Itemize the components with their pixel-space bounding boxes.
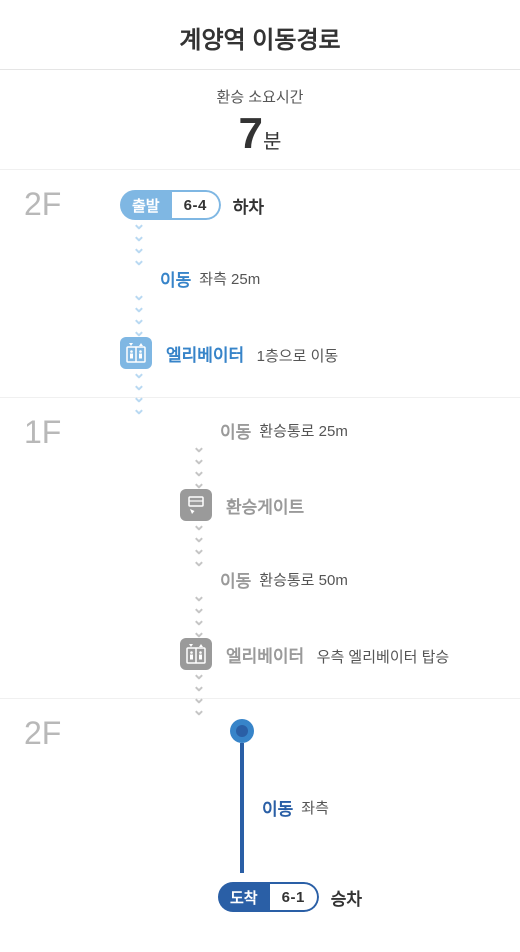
step-label: 엘리베이터 [226,647,304,666]
route-connector: ⌄⌄⌄⌄ [192,521,206,567]
route-connector: ⌄⌄⌄⌄ [192,592,206,638]
elevator-icon [180,638,212,670]
floor-section: 2F 출발 6-4 하차 ⌄⌄⌄⌄ 이동 좌측 25m ⌄⌄⌄⌄ 엘리베이터 1… [0,169,520,415]
route-connector: ⌄⌄⌄⌄ [192,443,206,489]
facility-step: 엘리베이터 1층으로 이동 [120,337,500,369]
step-detail: 좌측 25m [199,268,260,289]
move-step: 이동 환승통로 25m [220,418,500,443]
move-step: 이동 환승통로 50m [220,567,500,592]
route-line: .dot::after{background:#2a5fa6;} [230,719,254,873]
arrival-route: .dot::after{background:#2a5fa6;} 이동 좌측 도… [218,719,500,912]
floor-section: 1F 이동 환승통로 25m ⌄⌄⌄⌄ 환승게이트 ⌄⌄⌄⌄ 이동 환승통로 5… [0,397,520,716]
route-connector: ⌄⌄⌄⌄ [132,291,146,337]
step-label: 이동 [262,795,293,820]
move-step: 이동 좌측 25m [160,266,500,291]
step-detail: 좌측 [301,797,329,818]
route-connector: ⌄⌄⌄⌄ [132,369,146,415]
step-label: 엘리베이터 [166,346,244,365]
header: 계양역 이동경로 [0,0,520,70]
pill-code: 6-1 [270,882,319,912]
step-detail: 우측 엘리베이터 탑승 [317,649,450,666]
pill-label: 도착 [218,882,270,912]
gate-icon [180,489,212,521]
route-dot: .dot::after{background:#2a5fa6;} [230,719,254,743]
floor-label: 1F [24,414,61,451]
floor-label: 2F [24,715,61,752]
facility-step: 엘리베이터 우측 엘리베이터 탑승 [180,638,500,670]
departure-step: 출발 6-4 하차 [120,190,500,220]
page-title: 계양역 이동경로 [0,20,520,55]
step-label: 이동 [220,567,251,592]
transfer-summary: 환승 소요시간 7분 [0,70,520,169]
step-detail: 환승통로 25m [259,420,348,441]
arrival-step: 도착 6-1 승차 [218,882,500,912]
pill-label: 출발 [120,190,172,220]
summary-unit: 분 [263,131,281,153]
floor-label: 2F [24,186,61,223]
facility-step: 환승게이트 [180,489,500,521]
floor-section: 2F .dot::after{background:#2a5fa6;} 이동 좌… [0,698,520,952]
summary-time: 7분 [0,109,520,159]
step-detail: 1층으로 이동 [257,348,339,365]
pill-code: 6-4 [172,190,221,220]
step-text: 하차 [233,193,264,218]
route-steps: 이동 환승통로 25m ⌄⌄⌄⌄ 환승게이트 ⌄⌄⌄⌄ 이동 환승통로 50m … [180,418,500,716]
step-label: 이동 [160,266,191,291]
departure-pill: 출발 6-4 [120,190,221,220]
step-detail: 환승통로 50m [259,569,348,590]
summary-label: 환승 소요시간 [0,86,520,107]
route-connector: ⌄⌄⌄⌄ [132,220,146,266]
step-text: 승차 [331,885,362,910]
elevator-icon [120,337,152,369]
route-steps: 출발 6-4 하차 ⌄⌄⌄⌄ 이동 좌측 25m ⌄⌄⌄⌄ 엘리베이터 1층으로… [120,190,500,415]
route-sections: 2F 출발 6-4 하차 ⌄⌄⌄⌄ 이동 좌측 25m ⌄⌄⌄⌄ 엘리베이터 1… [0,169,520,952]
route-connector: ⌄⌄⌄⌄ [192,670,206,716]
step-label: 이동 [220,418,251,443]
arrival-pill: 도착 6-1 [218,882,319,912]
step-label: 환승게이트 [226,498,304,517]
summary-minutes: 7 [239,109,263,158]
move-step: 이동 좌측 [262,795,500,820]
